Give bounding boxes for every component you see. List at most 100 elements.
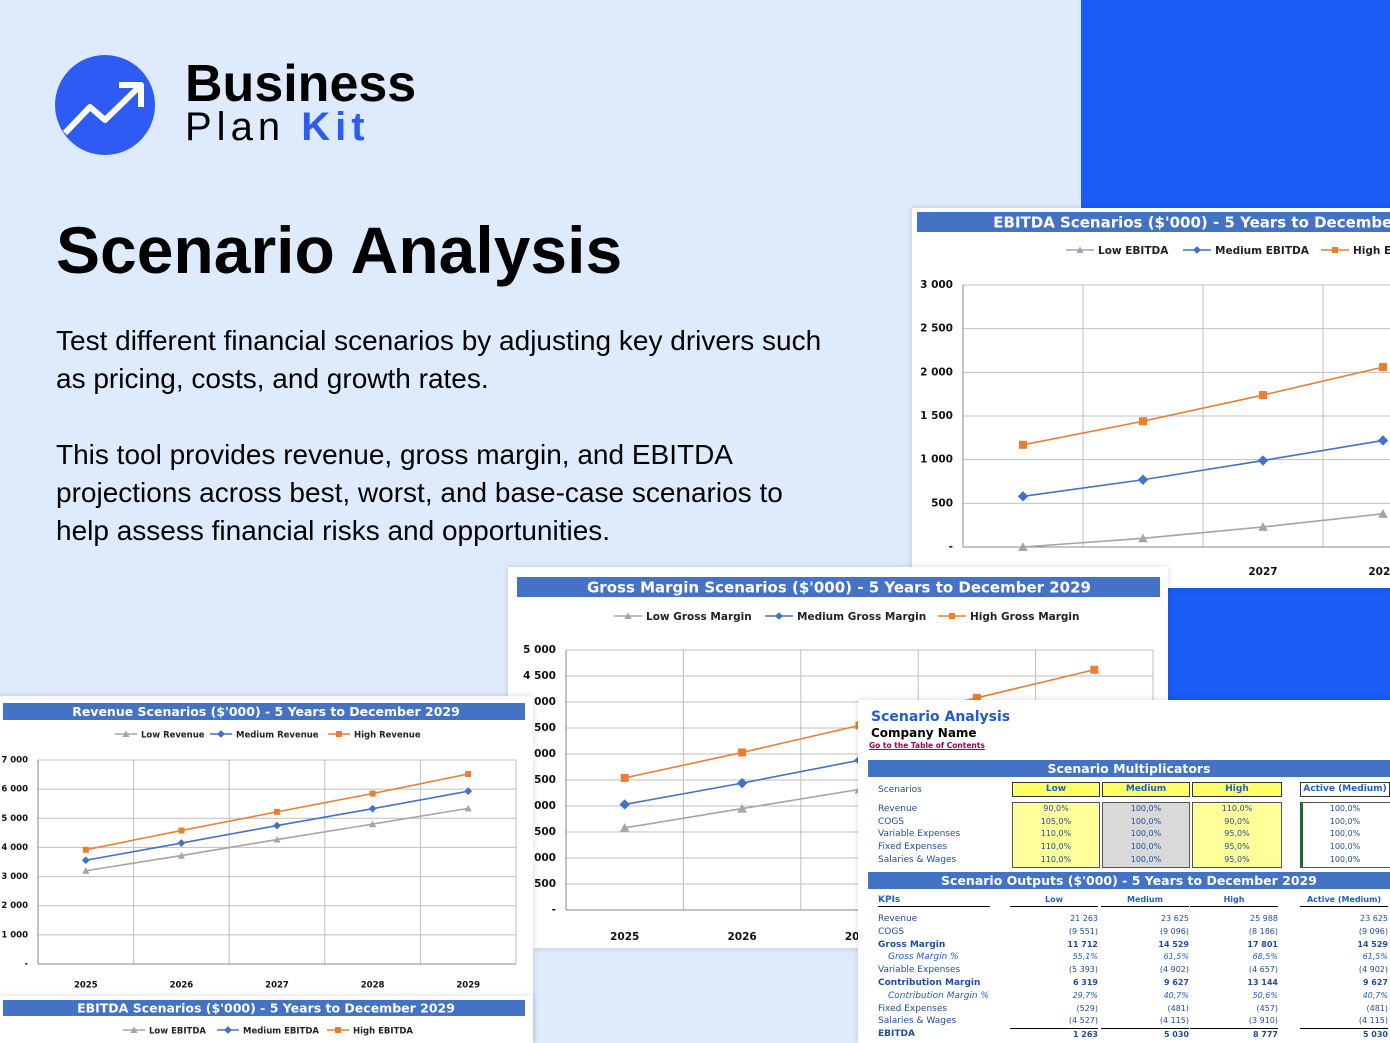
marker — [369, 790, 376, 797]
cell: 95,0% — [1224, 842, 1250, 852]
x-tick-label: 2029 — [456, 981, 480, 991]
marker — [369, 820, 377, 828]
cell: 100,0% — [1329, 816, 1361, 826]
y-tick-label: 5 000 — [523, 644, 556, 656]
cell: 90,0% — [1043, 804, 1069, 813]
title-bar — [517, 577, 1160, 597]
cell: 100,0% — [1329, 854, 1361, 864]
cell: 29,7% — [1072, 990, 1098, 1000]
cell: 14 529 — [1357, 939, 1388, 949]
description: Test different financial scenarios by ad… — [56, 322, 831, 588]
cell: 9 627 — [1362, 978, 1388, 987]
row-label: Salaries & Wages — [878, 854, 957, 865]
marker — [620, 773, 629, 782]
chart-title: EBITDA Scenarios ($'000) - 5 Years to De… — [77, 1001, 455, 1016]
y-tick-label: 5 000 — [1, 814, 28, 824]
x-tick-label: 2026 — [170, 981, 194, 991]
cell: 61,5% — [1163, 952, 1189, 962]
y-tick-label: 500 — [931, 497, 953, 509]
cell: 95,0% — [1224, 829, 1250, 839]
x-tick-label: 2025 — [74, 981, 98, 991]
legend-label: Low Revenue — [141, 731, 205, 741]
cell: 23 625 — [1360, 914, 1388, 923]
legend-label: Medium Revenue — [236, 731, 319, 741]
legend-label: Low EBITDA — [149, 1027, 206, 1037]
cell: 100,0% — [1130, 804, 1162, 813]
y-tick-label: 1 000 — [920, 454, 953, 466]
legend-marker — [130, 1026, 138, 1033]
row-label: Gross Margin % — [888, 952, 959, 963]
cell: 13 144 — [1247, 978, 1278, 987]
marker — [1379, 363, 1387, 372]
row-label: Contribution Margin — [878, 978, 981, 988]
cell: 100,0% — [1329, 829, 1361, 839]
y-tick-label: - — [24, 960, 28, 970]
marker — [972, 693, 981, 702]
legend-label: High Revenue — [354, 731, 421, 741]
cell: 100,0% — [1130, 829, 1162, 839]
y-tick-label: 2 500 — [920, 323, 953, 335]
legend-label: Medium Gross Margin — [797, 611, 926, 623]
cell: 110,0% — [1040, 842, 1072, 852]
y-tick-label: 6 000 — [1, 785, 28, 795]
series-line — [1022, 513, 1384, 548]
marker — [464, 787, 473, 796]
marker — [1019, 440, 1027, 449]
y-tick-label: 2 000 — [1, 901, 28, 911]
y-tick-label: - — [949, 541, 953, 553]
cell: (481) — [1167, 1003, 1189, 1013]
y-tick-label: 4 500 — [523, 670, 556, 682]
row-label: Variable Expenses — [878, 965, 961, 976]
cell: 25 988 — [1250, 914, 1278, 923]
row-label: Fixed Expenses — [878, 842, 948, 853]
cell: 11 712 — [1067, 939, 1098, 949]
cell: 5 030 — [1300, 1028, 1388, 1041]
marker — [178, 827, 185, 834]
logo-word: Plan — [185, 105, 286, 149]
sheet-title: Scenario Analysis — [871, 709, 1011, 725]
cell: 90,0% — [1224, 816, 1250, 826]
cell: 100,0% — [1329, 804, 1361, 813]
row-label: COGS — [878, 816, 905, 827]
cell: 100,0% — [1329, 842, 1361, 852]
cell: 9 627 — [1163, 978, 1189, 987]
cell: 110,0% — [1040, 854, 1072, 864]
cell: (4 115) — [1358, 1016, 1388, 1026]
multiplicators-title-bar — [868, 760, 1390, 777]
cell: 61,5% — [1362, 952, 1388, 962]
cell: 110,0% — [1040, 829, 1072, 839]
legend-marker — [122, 730, 130, 737]
legend-marker — [1193, 246, 1201, 254]
cell: 40,7% — [1362, 990, 1388, 1000]
cell: (4 657) — [1248, 965, 1278, 975]
cell: 17 801 — [1247, 939, 1278, 949]
title-bar — [3, 1000, 525, 1016]
legend-label: High EBITDA — [1353, 245, 1390, 257]
outputs-title-bar — [868, 872, 1390, 889]
marker — [273, 821, 281, 830]
cell: (4 902) — [1159, 965, 1189, 975]
marker — [177, 851, 185, 859]
marker — [273, 835, 281, 843]
legend-marker — [1332, 247, 1338, 253]
column-block — [1102, 802, 1190, 868]
row-label: Revenue — [878, 804, 918, 814]
cell: 68,5% — [1252, 952, 1278, 962]
cell: 14 529 — [1158, 939, 1189, 949]
marker — [82, 846, 89, 853]
chart: EBITDA Scenarios ($'000) - 5 Years to De… — [912, 208, 1390, 588]
cell: 21 263 — [1070, 914, 1098, 923]
cell: 50,6% — [1252, 990, 1278, 1000]
y-tick-label: 2 000 — [920, 366, 953, 378]
marker — [1090, 665, 1099, 674]
cell: 105,0% — [1040, 816, 1072, 826]
cell: (9 096) — [1358, 926, 1388, 936]
column-header: Medium — [1101, 894, 1189, 907]
cell: (529) — [1076, 1003, 1098, 1013]
marker — [619, 823, 630, 832]
chart: EBITDA Scenarios ($'000) - 5 Years to De… — [0, 996, 533, 1043]
cell: (4 115) — [1159, 1016, 1189, 1026]
marker — [1258, 522, 1268, 531]
marker — [1018, 542, 1028, 551]
legend-label: Low Gross Margin — [646, 611, 752, 623]
